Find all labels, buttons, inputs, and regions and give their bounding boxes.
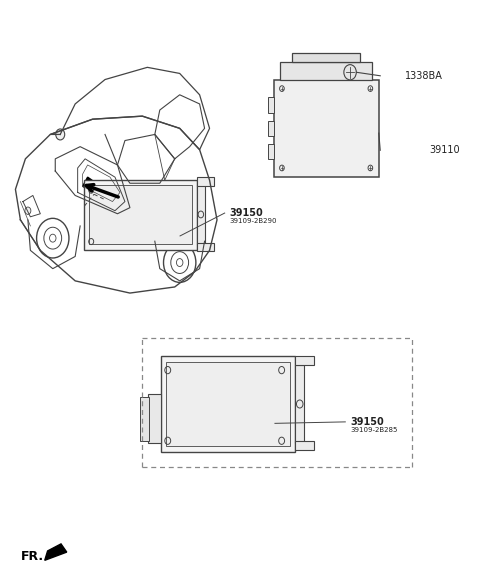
Bar — [167, 362, 289, 446]
Bar — [148, 395, 161, 443]
Bar — [292, 53, 360, 62]
Polygon shape — [45, 544, 67, 560]
Bar — [280, 62, 372, 80]
Bar — [197, 185, 205, 245]
Bar — [89, 185, 192, 245]
Bar — [268, 144, 274, 159]
Polygon shape — [83, 177, 105, 195]
Text: 39110: 39110 — [429, 145, 460, 155]
Bar — [197, 243, 214, 252]
Text: 1338BA: 1338BA — [405, 71, 443, 81]
Bar — [197, 178, 214, 186]
Circle shape — [56, 129, 65, 140]
Text: 39150: 39150 — [350, 417, 384, 427]
Text: 39150: 39150 — [229, 208, 263, 218]
Bar — [140, 397, 149, 441]
Bar — [161, 356, 295, 452]
Circle shape — [25, 207, 31, 215]
Text: 39109-2B285: 39109-2B285 — [350, 427, 397, 433]
Bar — [274, 80, 379, 176]
Bar — [268, 121, 274, 136]
Bar — [295, 356, 314, 365]
Bar — [84, 179, 197, 250]
Bar — [295, 365, 304, 443]
Bar — [268, 97, 274, 113]
Bar — [295, 441, 314, 450]
Text: 39109-2B290: 39109-2B290 — [229, 218, 277, 224]
Text: FR.: FR. — [21, 550, 44, 563]
